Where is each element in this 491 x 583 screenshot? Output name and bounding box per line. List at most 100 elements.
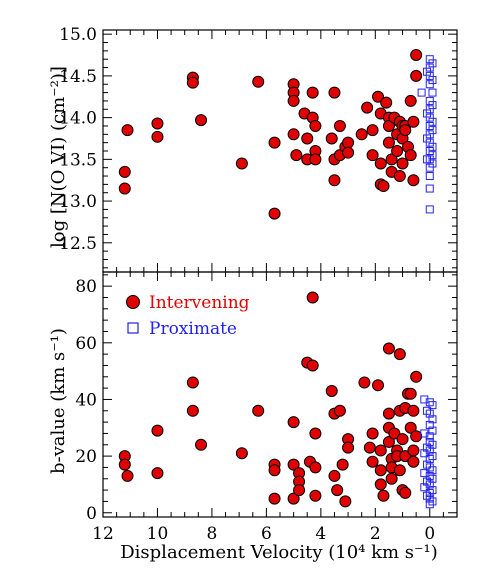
top-y-tick-label: 13.5 bbox=[59, 150, 97, 170]
bottom-point-proximate bbox=[420, 483, 429, 492]
bottom-point-proximate bbox=[428, 474, 437, 483]
legend: Intervening Proximate bbox=[126, 293, 250, 339]
bottom-point-proximate bbox=[425, 398, 434, 407]
legend-intervening-marker bbox=[126, 295, 140, 309]
bottom-point-proximate bbox=[425, 432, 434, 441]
bottom-point-intervening bbox=[407, 404, 420, 417]
bottom-point-intervening bbox=[336, 458, 349, 471]
top-point-proximate bbox=[425, 138, 434, 147]
top-point-intervening bbox=[328, 86, 341, 99]
top-point-proximate bbox=[428, 159, 437, 168]
top-point-intervening bbox=[407, 115, 420, 128]
top-point-intervening bbox=[399, 124, 412, 137]
top-point-proximate bbox=[425, 113, 434, 122]
bottom-point-intervening bbox=[374, 444, 387, 457]
top-point-proximate bbox=[423, 109, 432, 118]
x-tick-label: 12 bbox=[92, 524, 114, 544]
bottom-y-tick-label: 0 bbox=[86, 504, 97, 524]
bottom-point-intervening bbox=[393, 464, 406, 477]
bottom-point-intervening bbox=[399, 486, 412, 499]
bottom-point-proximate bbox=[425, 480, 434, 489]
top-point-proximate bbox=[425, 63, 434, 72]
bottom-point-intervening bbox=[306, 359, 319, 372]
top-y-axis-title: log [N(O VI) (cm⁻²)] bbox=[48, 66, 69, 248]
x-tick-label: 0 bbox=[424, 524, 435, 544]
top-point-intervening bbox=[309, 119, 322, 132]
top-y-tick-label: 15.0 bbox=[59, 25, 97, 45]
bottom-point-intervening bbox=[309, 461, 322, 474]
bottom-point-proximate bbox=[425, 446, 434, 455]
top-point-proximate bbox=[428, 117, 437, 126]
bottom-y-tick-label: 60 bbox=[75, 334, 97, 354]
bottom-y-tick-label: 40 bbox=[75, 390, 97, 410]
x-tick-label: 10 bbox=[147, 524, 169, 544]
bottom-point-intervening bbox=[309, 427, 322, 440]
bottom-point-intervening bbox=[339, 495, 352, 508]
top-point-intervening bbox=[342, 136, 355, 149]
bottom-point-intervening bbox=[382, 342, 395, 355]
top-point-intervening bbox=[252, 75, 265, 88]
top-point-intervening bbox=[410, 49, 423, 62]
top-y-tick-label: 12.5 bbox=[59, 234, 97, 254]
bottom-point-proximate bbox=[428, 497, 437, 506]
bottom-point-proximate bbox=[428, 401, 437, 410]
top-point-proximate bbox=[425, 205, 434, 214]
bottom-point-proximate bbox=[428, 415, 437, 424]
top-panel: 12.5 13.0 13.5 14.0 14.5 15.0 bbox=[59, 25, 458, 273]
top-y-tick-label: 13.0 bbox=[59, 192, 97, 212]
top-point-proximate bbox=[428, 59, 437, 68]
bottom-point-proximate bbox=[428, 466, 437, 475]
bottom-point-intervening bbox=[287, 492, 300, 505]
bottom-point-intervening bbox=[328, 469, 341, 482]
top-y-tick-label: 14.5 bbox=[59, 67, 97, 87]
top-point-intervening bbox=[309, 153, 322, 166]
bottom-point-proximate bbox=[425, 471, 434, 480]
top-point-proximate bbox=[425, 71, 434, 80]
bottom-point-intervening bbox=[410, 370, 423, 383]
bottom-point-proximate bbox=[420, 449, 429, 458]
top-point-intervening bbox=[404, 149, 417, 162]
top-point-intervening bbox=[287, 128, 300, 141]
bottom-point-intervening bbox=[363, 441, 376, 454]
top-point-intervening bbox=[290, 149, 303, 162]
bottom-point-proximate bbox=[425, 488, 434, 497]
top-point-intervening bbox=[382, 119, 395, 132]
top-point-proximate bbox=[428, 101, 437, 110]
top-point-intervening bbox=[366, 149, 379, 162]
bottom-point-intervening bbox=[366, 455, 379, 468]
bottom-point-intervening bbox=[372, 379, 385, 392]
top-point-intervening bbox=[268, 207, 281, 220]
top-point-intervening bbox=[195, 114, 208, 127]
top-point-proximate bbox=[417, 88, 426, 97]
top-point-intervening bbox=[328, 174, 341, 187]
top-point-intervening bbox=[355, 128, 368, 141]
bottom-point-proximate bbox=[425, 409, 434, 418]
top-point-proximate bbox=[428, 76, 437, 85]
bottom-point-intervening bbox=[407, 444, 420, 457]
bottom-point-intervening bbox=[186, 376, 199, 389]
x-tick-label: 6 bbox=[261, 524, 272, 544]
bottom-point-intervening bbox=[399, 450, 412, 463]
bottom-point-intervening bbox=[252, 404, 265, 417]
top-point-intervening bbox=[385, 153, 398, 166]
top-point-intervening bbox=[268, 136, 281, 149]
top-point-proximate bbox=[425, 163, 434, 172]
top-point-intervening bbox=[235, 157, 248, 170]
top-point-intervening bbox=[380, 96, 393, 109]
bottom-point-intervening bbox=[309, 489, 322, 502]
bottom-point-proximate bbox=[423, 477, 432, 486]
top-point-intervening bbox=[410, 69, 423, 82]
bottom-y-axis-title: b-value (km s⁻¹) bbox=[48, 328, 69, 474]
bottom-point-proximate bbox=[425, 494, 434, 503]
bottom-point-proximate bbox=[420, 395, 429, 404]
bottom-point-proximate bbox=[428, 452, 437, 461]
top-point-intervening bbox=[404, 94, 417, 107]
bottom-point-intervening bbox=[393, 348, 406, 361]
bottom-point-intervening bbox=[186, 404, 199, 417]
top-point-proximate bbox=[425, 184, 434, 193]
top-point-proximate bbox=[423, 134, 432, 143]
legend-intervening-label: Intervening bbox=[149, 293, 250, 313]
bottom-point-intervening bbox=[342, 441, 355, 454]
